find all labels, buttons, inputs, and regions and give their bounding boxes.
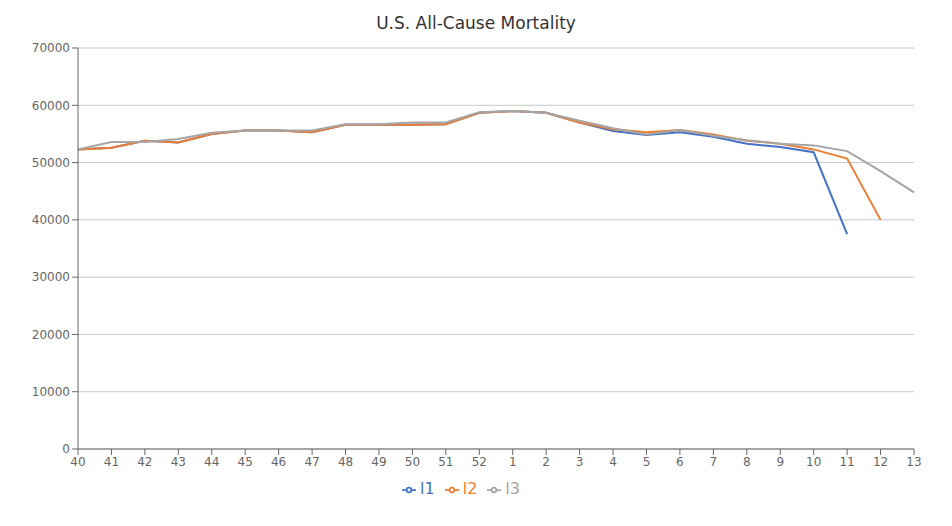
svg-text:50: 50 <box>405 455 420 469</box>
svg-text:8: 8 <box>743 455 751 469</box>
svg-text:13: 13 <box>906 455 921 469</box>
svg-text:20000: 20000 <box>32 328 70 342</box>
svg-text:49: 49 <box>371 455 386 469</box>
html-text:l1: l1 <box>420 479 435 498</box>
svg-text:2: 2 <box>542 455 550 469</box>
svg-text:52: 52 <box>472 455 487 469</box>
svg-text:40000: 40000 <box>32 213 70 227</box>
svg-text:44: 44 <box>204 455 219 469</box>
svg-text:10000: 10000 <box>32 385 70 399</box>
svg-text:40: 40 <box>70 455 85 469</box>
svg-text:60000: 60000 <box>32 99 70 113</box>
svg-text:43: 43 <box>171 455 186 469</box>
svg-text:12: 12 <box>873 455 888 469</box>
svg-text:45: 45 <box>238 455 253 469</box>
svg-text:0: 0 <box>62 442 70 456</box>
svg-text:10: 10 <box>806 455 821 469</box>
svg-text:46: 46 <box>271 455 286 469</box>
svg-text:42: 42 <box>137 455 152 469</box>
svg-text:51: 51 <box>438 455 453 469</box>
svg-text:6: 6 <box>676 455 684 469</box>
svg-text:1: 1 <box>509 455 517 469</box>
svg-text:3: 3 <box>576 455 584 469</box>
svg-text:5: 5 <box>643 455 651 469</box>
svg-text:48: 48 <box>338 455 353 469</box>
html-text:U.S. All-Cause Mortality: U.S. All-Cause Mortality <box>376 13 576 33</box>
svg-text:41: 41 <box>104 455 119 469</box>
svg-text:50000: 50000 <box>32 156 70 170</box>
svg-text:11: 11 <box>839 455 854 469</box>
html-text:l2: l2 <box>462 479 478 498</box>
svg-text:47: 47 <box>304 455 319 469</box>
svg-text:70000: 70000 <box>32 41 70 55</box>
svg-text:4: 4 <box>609 455 617 469</box>
svg-text:30000: 30000 <box>32 270 70 284</box>
html-text:l3: l3 <box>505 479 520 498</box>
svg-text:7: 7 <box>710 455 718 469</box>
svg-text:9: 9 <box>776 455 784 469</box>
